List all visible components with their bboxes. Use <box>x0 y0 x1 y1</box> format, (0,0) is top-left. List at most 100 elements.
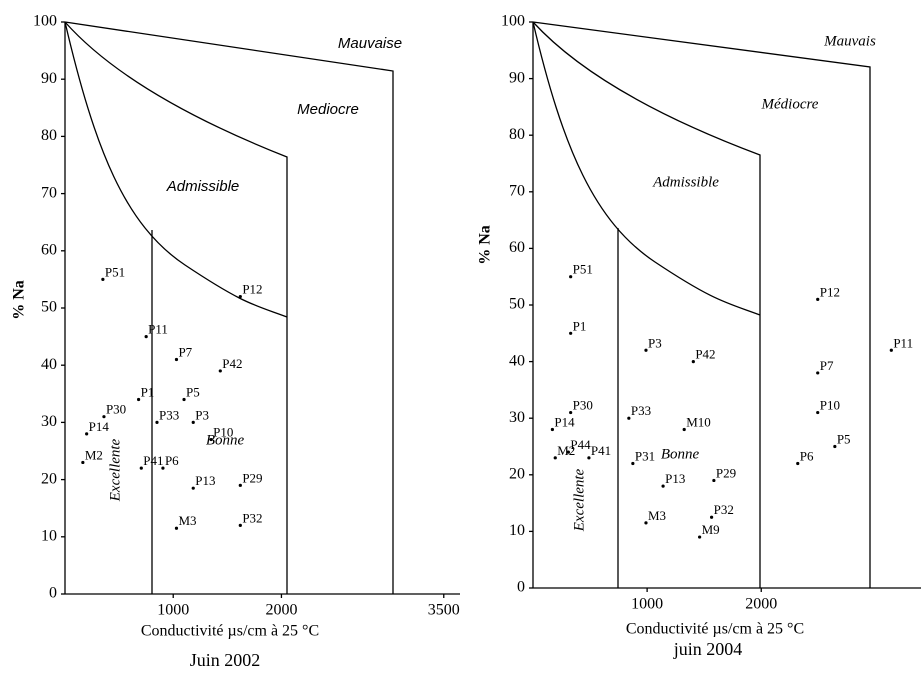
data-point <box>691 360 695 364</box>
zone-label: Admissible <box>652 174 719 190</box>
point-label: P29 <box>716 465 736 480</box>
x-tick-label: 3500 <box>428 602 460 619</box>
point-label: M3 <box>648 508 666 523</box>
data-point <box>191 420 195 424</box>
y-tick-label: 100 <box>501 13 525 30</box>
point-label: P30 <box>106 402 126 417</box>
data-point <box>174 526 179 530</box>
y-tick-label: 30 <box>41 413 57 430</box>
y-tick-label: 10 <box>509 522 525 539</box>
point-label: P6 <box>165 453 179 468</box>
x-tick-label: 2000 <box>745 596 777 613</box>
data-point <box>833 444 837 449</box>
point-label: P32 <box>242 510 262 525</box>
data-point <box>627 416 631 420</box>
point-label: P13 <box>195 473 215 488</box>
zone-label: Mediocre <box>297 101 359 118</box>
data-point <box>698 535 702 539</box>
point-label: M9 <box>702 522 720 537</box>
data-point <box>144 335 148 339</box>
data-point <box>101 277 105 281</box>
point-label: P33 <box>631 403 651 418</box>
data-point <box>553 456 557 460</box>
data-point <box>139 466 143 470</box>
y-tick-label: 0 <box>49 585 57 602</box>
data-point <box>569 331 573 335</box>
data-point <box>816 297 820 301</box>
point-label: P10 <box>213 425 233 440</box>
point-label: P3 <box>648 335 662 350</box>
data-point <box>155 420 159 424</box>
point-label: P5 <box>837 431 851 446</box>
y-tick-label: 70 <box>41 184 57 201</box>
y-tick-label: 80 <box>41 127 57 144</box>
x-tick-label: 2000 <box>265 602 297 619</box>
point-label: P51 <box>105 264 125 279</box>
point-label: P1 <box>141 385 155 400</box>
point-label: P51 <box>573 262 593 277</box>
data-point <box>81 460 85 465</box>
y-tick-label: 90 <box>41 70 57 87</box>
point-label: P11 <box>893 335 913 350</box>
point-label: P6 <box>800 448 814 463</box>
point-label: P44 <box>570 437 591 452</box>
y-tick-label: 40 <box>41 356 57 373</box>
data-point <box>102 415 106 419</box>
zone-line <box>64 21 394 594</box>
zone-label: Médiocre <box>761 96 819 112</box>
y-tick-label: 60 <box>41 241 57 258</box>
y-tick-label: 80 <box>509 126 525 143</box>
subtitle: juin 2004 <box>673 639 743 659</box>
y-tick-label: 10 <box>41 527 57 544</box>
data-point <box>161 466 165 470</box>
point-label: P32 <box>714 502 734 517</box>
y-tick-label: 0 <box>517 579 525 596</box>
subtitle: Juin 2002 <box>190 650 261 670</box>
data-point <box>238 483 242 487</box>
data-point <box>644 348 648 352</box>
y-axis-label: % Na <box>11 280 28 320</box>
data-point <box>136 397 141 402</box>
zone-label: Bonne <box>206 432 245 448</box>
point-label: P30 <box>573 398 593 413</box>
y-tick-label: 20 <box>509 465 525 482</box>
zone-boundaries <box>64 21 871 594</box>
y-tick-label: 60 <box>509 239 525 256</box>
x-axis-label: Conductivité µs/cm à 25 °C <box>626 621 804 638</box>
zone-label: Excellente <box>107 438 123 502</box>
data-point <box>182 397 186 402</box>
point-label: P41 <box>143 453 163 468</box>
y-tick-label: 30 <box>509 409 525 426</box>
data-point <box>569 410 573 415</box>
x-axis-label: Conductivité µs/cm à 25 °C <box>141 623 319 640</box>
y-tick-label: 40 <box>509 352 525 369</box>
data-point <box>566 450 570 454</box>
point-label: P42 <box>695 347 715 362</box>
zone-label: Mauvaise <box>338 35 402 52</box>
point-label: P10 <box>820 398 840 413</box>
point-label: P14 <box>554 415 575 430</box>
data-point <box>796 461 800 466</box>
point-label: P7 <box>178 344 192 359</box>
y-tick-label: 20 <box>41 470 57 487</box>
point-label: M3 <box>178 513 196 528</box>
data-point <box>661 484 665 488</box>
point-label: P33 <box>159 407 179 422</box>
data-point <box>644 521 648 525</box>
zone-label: Bonne <box>661 446 700 462</box>
data-point <box>682 427 686 432</box>
data-point <box>191 486 195 490</box>
zone-line <box>64 21 288 318</box>
point-label: P41 <box>591 443 611 458</box>
data-point <box>712 478 716 483</box>
data-point <box>174 357 179 362</box>
point-label: P7 <box>820 358 834 373</box>
zone-label: Admissible <box>166 178 240 195</box>
zone-label: Excellente <box>571 468 587 532</box>
point-label: P14 <box>89 419 110 434</box>
y-tick-label: 50 <box>509 296 525 313</box>
data-point <box>587 456 591 460</box>
point-label: P31 <box>635 448 655 463</box>
y-tick-label: 50 <box>41 299 57 316</box>
